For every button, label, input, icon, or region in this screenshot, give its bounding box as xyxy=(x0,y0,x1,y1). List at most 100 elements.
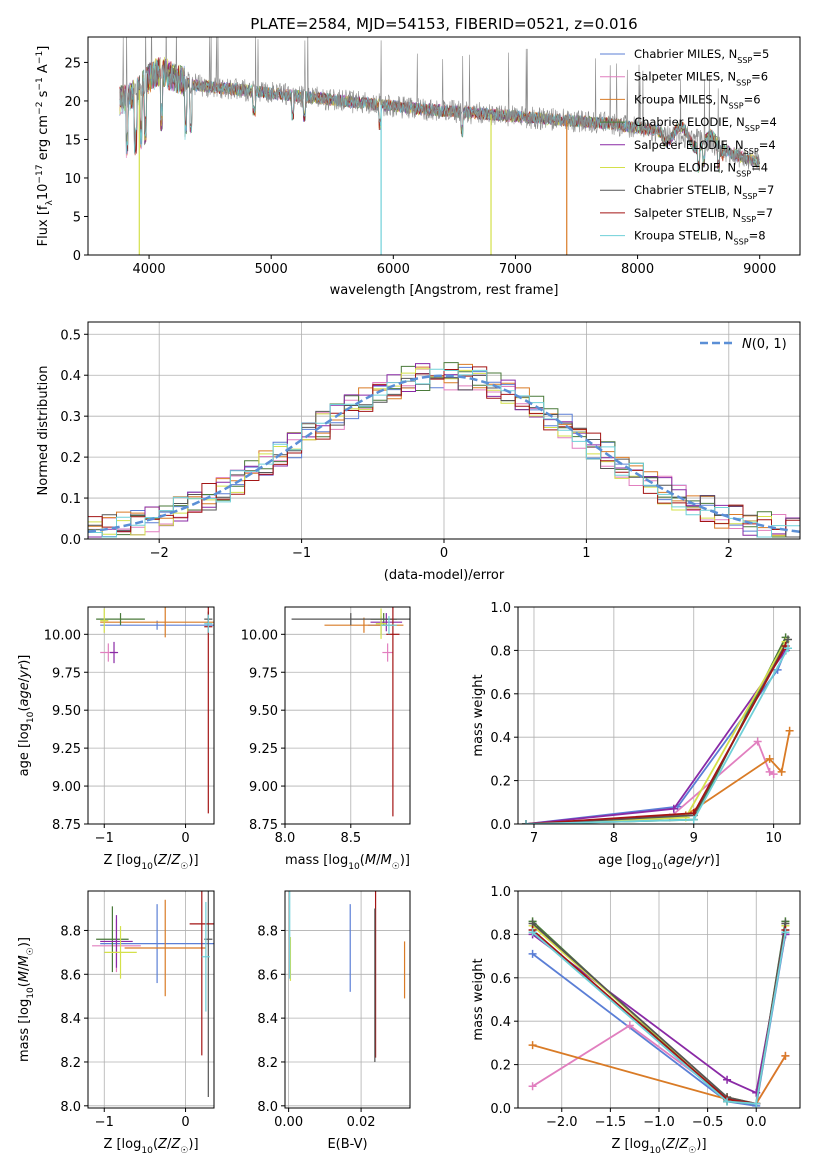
x-tick-label: 0.02 xyxy=(347,1115,376,1130)
legend-label: Salpeter ELODIE, NSSP=4 xyxy=(634,138,776,156)
y-tick-label: 10.00 xyxy=(241,628,278,643)
y-tick-label: 0.4 xyxy=(490,731,511,746)
weight-series xyxy=(525,641,787,824)
x-axis-label: Z [log10(Z/Z☉)] xyxy=(611,1137,706,1156)
y-tick-label: 20 xyxy=(64,95,81,110)
chart-title: PLATE=2584, MJD=54153, FIBERID=0521, z=0… xyxy=(250,15,637,33)
weight-marker xyxy=(785,726,794,735)
weight-series xyxy=(525,639,789,824)
y-tick-label: 8.2 xyxy=(60,1056,81,1071)
x-tick-label: 9 xyxy=(690,831,698,846)
x-tick-label: 0 xyxy=(181,831,189,846)
y-tick-label: 8.6 xyxy=(60,968,81,983)
axes-weight_vs_age: 7 8 9 10 0.0 0.2 0.4 0.6 0.8 1.0 xyxy=(490,601,800,846)
y-tick-label: 9.50 xyxy=(52,704,81,719)
x-tick-label: 8 xyxy=(610,831,618,846)
y-tick-label: 0.4 xyxy=(60,369,81,384)
y-tick-label: 0.1 xyxy=(60,492,81,507)
weight-series xyxy=(525,647,789,824)
y-tick-label: 25 xyxy=(64,56,81,71)
y-tick-label: 1.0 xyxy=(490,601,511,616)
x-tick-label: 0 xyxy=(181,1115,189,1130)
x-tick-label: 9000 xyxy=(743,262,776,277)
weight-marker xyxy=(784,644,793,653)
weight-marker xyxy=(521,820,530,824)
y-tick-label: 0.6 xyxy=(490,972,511,987)
weight-series xyxy=(525,645,787,824)
y-tick-label: 8.0 xyxy=(257,1100,278,1115)
axes-frame-mass_vs_EBV xyxy=(284,890,411,1109)
y-tick-label: 10 xyxy=(64,172,81,187)
x-axis-label: Z [log10(Z/Z☉)] xyxy=(103,853,198,872)
y-tick-label: 8.8 xyxy=(257,924,278,939)
x-tick-label: 10 xyxy=(765,831,782,846)
axes-frame-weight_vs_age xyxy=(517,606,801,825)
mass_vs_Z-plot xyxy=(92,891,214,1098)
x-tick-label: 0.0 xyxy=(746,1115,767,1130)
y-tick-label: 8.8 xyxy=(60,924,81,939)
y-tick-label: 0.4 xyxy=(490,1015,511,1030)
axes-mass_vs_Z: −1 0 8.0 8.2 8.4 8.6 8.8 xyxy=(60,891,214,1130)
weight-marker xyxy=(625,1021,634,1030)
x-tick-label: −2 xyxy=(150,546,169,561)
y-tick-label: 0.5 xyxy=(60,328,81,343)
y-tick-label: 9.25 xyxy=(249,742,278,757)
y-tick-label: 9.00 xyxy=(249,780,278,795)
y-tick-label: 9.25 xyxy=(52,742,81,757)
x-tick-label: −1 xyxy=(95,1115,114,1130)
y-tick-label: 0.2 xyxy=(490,1059,511,1074)
axes-frame-age_vs_Z xyxy=(87,606,215,825)
y-axis-label: Normed distribution xyxy=(36,366,51,496)
legend-label: Chabrier MILES, NSSP=5 xyxy=(634,47,769,65)
weight-marker xyxy=(769,770,778,779)
legend-label: Chabrier STELIB, NSSP=7 xyxy=(634,183,774,201)
axes-frame-age_vs_mass xyxy=(284,606,411,825)
y-tick-label: 0.8 xyxy=(490,644,511,659)
residuals-plot xyxy=(88,362,800,538)
y-axis-label: mass weight xyxy=(471,958,486,1040)
y-tick-label: 0.2 xyxy=(490,775,511,790)
spectrum-plot xyxy=(119,37,760,255)
weight_vs_Z-plot xyxy=(528,917,790,1108)
x-tick-label: −1 xyxy=(292,546,311,561)
weight-marker xyxy=(528,1041,537,1050)
histogram-series xyxy=(88,368,800,538)
legend-label: Kroupa MILES, NSSP=6 xyxy=(634,92,761,110)
x-tick-label: 0 xyxy=(440,546,448,561)
x-tick-label: 4000 xyxy=(133,262,166,277)
x-tick-label: 2 xyxy=(725,546,733,561)
weight-marker xyxy=(528,1082,537,1091)
y-tick-label: 8.75 xyxy=(52,818,81,833)
x-tick-label: 7000 xyxy=(499,262,532,277)
y-tick-label: 9.75 xyxy=(249,666,278,681)
y-tick-label: 8.4 xyxy=(257,1012,278,1027)
weight-series xyxy=(525,636,787,824)
y-tick-label: 9.50 xyxy=(249,704,278,719)
weight-marker xyxy=(777,767,786,776)
x-tick-label: −2.0 xyxy=(546,1115,578,1130)
x-tick-label: −0.5 xyxy=(692,1115,724,1130)
x-axis-label: E(B-V) xyxy=(327,1137,367,1152)
weight-marker xyxy=(528,928,537,937)
x-tick-label: −1 xyxy=(95,831,114,846)
y-tick-label: 0.0 xyxy=(490,818,511,833)
spectrum-data xyxy=(119,37,760,172)
weight-marker xyxy=(723,1097,732,1106)
age_vs_mass-plot xyxy=(291,607,410,817)
axes-age_vs_Z: −1 0 8.75 9.00 9.25 9.50 9.75 10.00 xyxy=(44,607,214,846)
y-axis-label: mass weight xyxy=(471,674,486,756)
y-tick-label: 5 xyxy=(73,210,81,225)
y-tick-label: 15 xyxy=(64,133,81,148)
weight-marker xyxy=(781,1051,790,1060)
mass_vs_EBV-plot xyxy=(289,891,406,1062)
axes-frame-weight_vs_Z xyxy=(517,890,801,1109)
x-tick-label: 8.0 xyxy=(275,831,296,846)
x-axis-label: mass [log10(M/M☉)] xyxy=(285,853,410,872)
weight-marker xyxy=(752,1099,761,1108)
y-tick-label: 0.2 xyxy=(60,451,81,466)
weight-marker xyxy=(723,1075,732,1084)
y-tick-label: 0 xyxy=(73,249,81,264)
y-tick-label: 8.6 xyxy=(257,968,278,983)
weight-marker xyxy=(528,949,537,958)
